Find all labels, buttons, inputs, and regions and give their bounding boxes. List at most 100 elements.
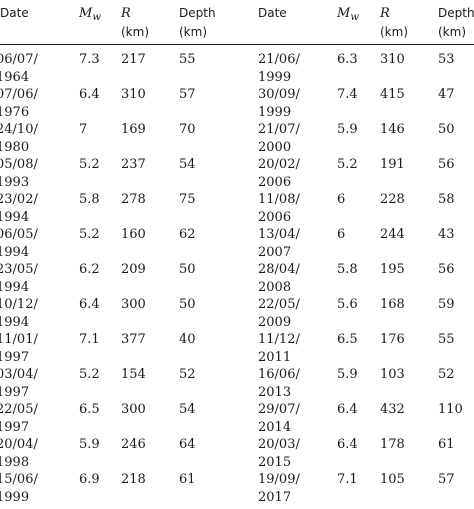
mw-cell-left: 6.4 bbox=[79, 87, 100, 102]
header-mw-right: Mw bbox=[337, 6, 359, 23]
date-line1-right: 21/06/ bbox=[258, 52, 300, 67]
date-line2-left: 1997 bbox=[0, 385, 30, 400]
date-line1-left: 05/08/ bbox=[0, 157, 38, 172]
mw-cell-left: 6.9 bbox=[79, 472, 100, 487]
r-cell-right: 415 bbox=[380, 87, 405, 102]
r-cell-left: 300 bbox=[121, 402, 146, 417]
r-cell-left: 218 bbox=[121, 472, 146, 487]
mw-cell-left: 7.1 bbox=[79, 332, 100, 347]
date-line2-right: 1999 bbox=[258, 70, 292, 85]
date-line1-left: 03/04/ bbox=[0, 367, 38, 382]
r-cell-left: 154 bbox=[121, 367, 146, 382]
header-depth-unit-right: (km) bbox=[438, 25, 467, 39]
depth-cell-left: 70 bbox=[179, 122, 196, 137]
header-depth-right: Depth bbox=[438, 6, 474, 20]
r-cell-left: 377 bbox=[121, 332, 146, 347]
depth-cell-left: 54 bbox=[179, 157, 196, 172]
depth-cell-left: 40 bbox=[179, 332, 196, 347]
r-cell-right: 178 bbox=[380, 437, 405, 452]
mw-cell-left: 5.2 bbox=[79, 367, 100, 382]
date-line2-left: 1994 bbox=[0, 315, 30, 330]
depth-cell-left: 50 bbox=[179, 297, 196, 312]
mw-cell-left: 5.2 bbox=[79, 227, 100, 242]
mw-cell-left: 5.9 bbox=[79, 437, 100, 452]
depth-cell-right: 56 bbox=[438, 262, 455, 277]
date-line2-right: 2000 bbox=[258, 140, 292, 155]
date-line2-right: 2017 bbox=[258, 490, 292, 505]
date-line2-left: 1994 bbox=[0, 280, 30, 295]
r-cell-right: 244 bbox=[380, 227, 405, 242]
date-line1-right: 29/07/ bbox=[258, 402, 300, 417]
date-line2-right: 2009 bbox=[258, 315, 292, 330]
date-line1-left: 06/05/ bbox=[0, 227, 38, 242]
r-cell-right: 432 bbox=[380, 402, 405, 417]
mw-cell-left: 6.4 bbox=[79, 297, 100, 312]
depth-cell-left: 64 bbox=[179, 437, 196, 452]
date-line1-right: 22/05/ bbox=[258, 297, 300, 312]
r-cell-right: 195 bbox=[380, 262, 405, 277]
depth-cell-right: 55 bbox=[438, 332, 455, 347]
mw-cell-right: 5.8 bbox=[337, 262, 358, 277]
date-line2-right: 2015 bbox=[258, 455, 292, 470]
mw-cell-right: 6.5 bbox=[337, 332, 358, 347]
date-line2-right: 2014 bbox=[258, 420, 292, 435]
date-line1-left: 07/06/ bbox=[0, 87, 38, 102]
date-line1-left: 15/06/ bbox=[0, 472, 38, 487]
mw-cell-left: 5.2 bbox=[79, 157, 100, 172]
date-line1-right: 19/09/ bbox=[258, 472, 300, 487]
mw-cell-right: 7.4 bbox=[337, 87, 358, 102]
r-cell-left: 169 bbox=[121, 122, 146, 137]
date-line1-right: 28/04/ bbox=[258, 262, 300, 277]
r-cell-left: 278 bbox=[121, 192, 146, 207]
mw-cell-right: 5.9 bbox=[337, 367, 358, 382]
mw-cell-left: 7 bbox=[79, 122, 88, 137]
r-cell-left: 160 bbox=[121, 227, 146, 242]
date-line2-left: 1994 bbox=[0, 245, 30, 260]
header-date-right: Date bbox=[258, 6, 287, 20]
date-line1-left: 23/05/ bbox=[0, 262, 38, 277]
date-line1-left: 20/04/ bbox=[0, 437, 38, 452]
r-cell-right: 146 bbox=[380, 122, 405, 137]
depth-cell-right: 110 bbox=[438, 402, 463, 417]
header-r-unit-left: (km) bbox=[121, 25, 150, 39]
depth-cell-right: 52 bbox=[438, 367, 455, 382]
r-cell-right: 191 bbox=[380, 157, 405, 172]
date-line1-right: 30/09/ bbox=[258, 87, 300, 102]
r-cell-right: 105 bbox=[380, 472, 405, 487]
depth-cell-right: 59 bbox=[438, 297, 455, 312]
date-line1-right: 11/12/ bbox=[258, 332, 300, 347]
header-r-left: R bbox=[121, 6, 131, 21]
mw-cell-right: 6 bbox=[337, 192, 346, 207]
mw-cell-right: 5.2 bbox=[337, 157, 358, 172]
date-line1-right: 16/06/ bbox=[258, 367, 300, 382]
mw-cell-left: 5.8 bbox=[79, 192, 100, 207]
depth-cell-left: 62 bbox=[179, 227, 196, 242]
date-line2-left: 1980 bbox=[0, 140, 30, 155]
date-line1-right: 13/04/ bbox=[258, 227, 300, 242]
depth-cell-left: 54 bbox=[179, 402, 196, 417]
date-line1-left: 06/07/ bbox=[0, 52, 38, 67]
date-line2-right: 2006 bbox=[258, 210, 292, 225]
mw-cell-right: 7.1 bbox=[337, 472, 358, 487]
r-cell-left: 217 bbox=[121, 52, 146, 67]
mw-cell-left: 6.2 bbox=[79, 262, 100, 277]
header-depth-left: Depth bbox=[179, 6, 216, 20]
date-line1-right: 21/07/ bbox=[258, 122, 300, 137]
header-r-unit-right: (km) bbox=[380, 25, 409, 39]
r-cell-left: 300 bbox=[121, 297, 146, 312]
mw-cell-right: 6.4 bbox=[337, 437, 358, 452]
date-line2-left: 1964 bbox=[0, 70, 30, 85]
header-r-right: R bbox=[380, 6, 390, 21]
header-depth-unit-left: (km) bbox=[179, 25, 208, 39]
date-line2-left: 1997 bbox=[0, 420, 30, 435]
header-mw-left: Mw bbox=[79, 6, 101, 23]
date-line1-left: 22/05/ bbox=[0, 402, 38, 417]
depth-cell-right: 61 bbox=[438, 437, 455, 452]
r-cell-right: 310 bbox=[380, 52, 405, 67]
date-line1-left: 10/12/ bbox=[0, 297, 38, 312]
date-line2-left: 1993 bbox=[0, 175, 30, 190]
date-line1-right: 11/08/ bbox=[258, 192, 300, 207]
mw-cell-left: 6.5 bbox=[79, 402, 100, 417]
mw-cell-right: 5.9 bbox=[337, 122, 358, 137]
